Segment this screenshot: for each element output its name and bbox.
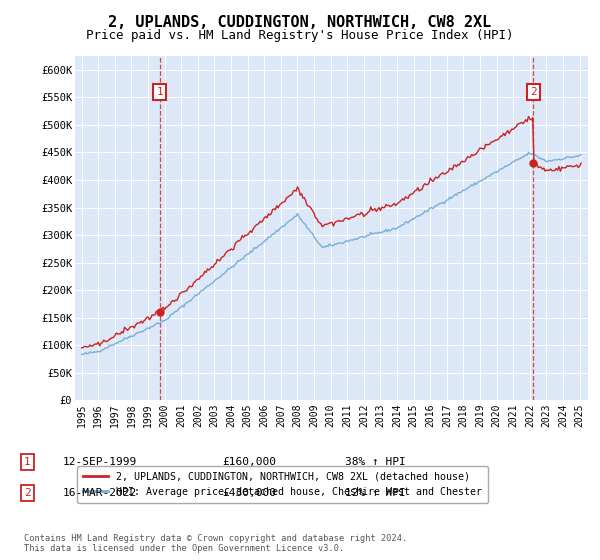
Text: 2: 2 [530,87,536,97]
Text: £430,000: £430,000 [222,488,276,498]
Text: 12% ↑ HPI: 12% ↑ HPI [345,488,406,498]
Text: 16-MAR-2022: 16-MAR-2022 [63,488,137,498]
Text: 1: 1 [157,87,163,97]
Text: 2: 2 [24,488,31,498]
Text: £160,000: £160,000 [222,457,276,467]
Text: 1: 1 [24,457,31,467]
Text: 2, UPLANDS, CUDDINGTON, NORTHWICH, CW8 2XL: 2, UPLANDS, CUDDINGTON, NORTHWICH, CW8 2… [109,15,491,30]
Text: Price paid vs. HM Land Registry's House Price Index (HPI): Price paid vs. HM Land Registry's House … [86,29,514,42]
Legend: 2, UPLANDS, CUDDINGTON, NORTHWICH, CW8 2XL (detached house), HPI: Average price,: 2, UPLANDS, CUDDINGTON, NORTHWICH, CW8 2… [77,466,488,503]
Text: 12-SEP-1999: 12-SEP-1999 [63,457,137,467]
Text: Contains HM Land Registry data © Crown copyright and database right 2024.
This d: Contains HM Land Registry data © Crown c… [24,534,407,553]
Text: 38% ↑ HPI: 38% ↑ HPI [345,457,406,467]
